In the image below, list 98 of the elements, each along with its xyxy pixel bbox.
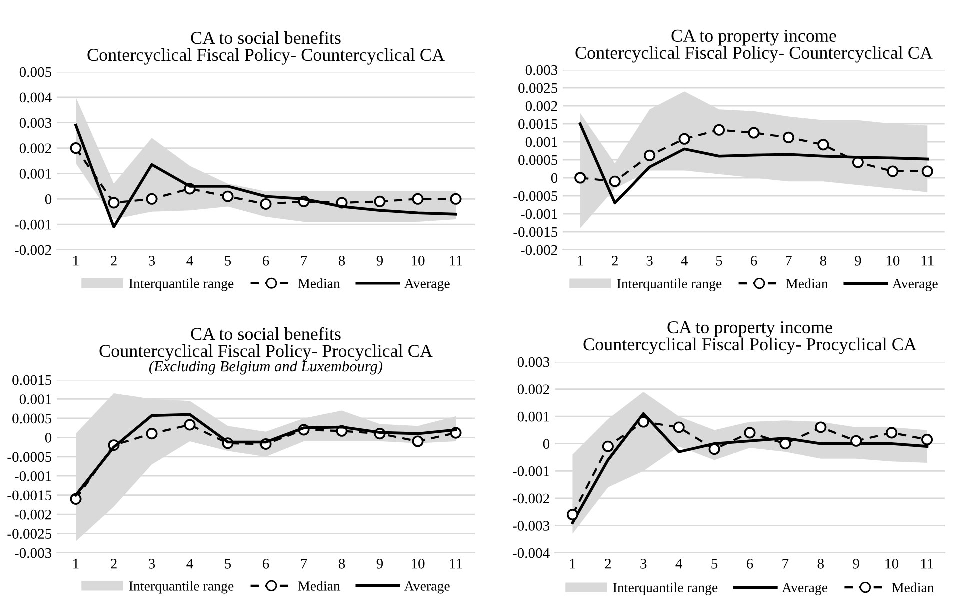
x-tick-label: 4: [676, 559, 683, 569]
y-tick-label: 0.003: [526, 65, 558, 76]
legend-label: Median: [892, 582, 934, 593]
x-tick-label: 1: [570, 559, 576, 569]
y-tick-label: -0.0025: [8, 529, 52, 540]
x-tick-label: 9: [855, 256, 862, 266]
x-tick-label: 2: [110, 559, 117, 569]
x-tick-label: 7: [782, 559, 789, 569]
legend-label: Average: [404, 582, 450, 594]
x-tick-label: 3: [149, 256, 156, 266]
legend-label: Average: [404, 279, 450, 292]
x-tick-label: 4: [186, 256, 194, 266]
legend-label: Average: [892, 279, 938, 292]
y-tick-label: -0.002: [521, 245, 558, 256]
x-tick-label: 9: [853, 559, 860, 569]
y-tick-label: -0.0015: [8, 490, 52, 501]
x-tick-label: 5: [225, 256, 232, 266]
y-tick-label: -0.001: [513, 466, 550, 476]
y-tick-label: 0.0015: [12, 375, 52, 386]
y-tick-label: -0.0005: [514, 191, 558, 202]
x-tick-label: 9: [376, 256, 384, 266]
x-tick-label: 11: [450, 256, 462, 266]
x-tick-label: 10: [412, 558, 425, 569]
legend-label: Interquantile range: [617, 278, 722, 292]
x-tick-label: 8: [338, 256, 346, 266]
y-tick-label: -0.003: [15, 548, 52, 558]
x-tick-label: 7: [786, 256, 792, 266]
x-tick-label: 6: [746, 559, 754, 569]
x-tick-label: 3: [646, 256, 653, 266]
x-tick-label: 6: [750, 256, 758, 266]
y-tick-label: -0.001: [521, 209, 558, 220]
legend-label: Interquantile range: [613, 582, 718, 596]
x-tick-label: 4: [186, 559, 194, 569]
x-tick-label: 8: [820, 256, 827, 266]
x-tick-label: 11: [922, 256, 934, 266]
chart-subtitle: (Excluding Belgium and Luxembourg): [150, 360, 383, 375]
y-tick-label: 0.0005: [518, 155, 558, 166]
y-tick-label: 0.002: [526, 101, 558, 112]
y-tick-label: -0.004: [513, 548, 550, 558]
y-tick-label: 0.001: [20, 394, 52, 404]
x-tick-label: 4: [681, 256, 688, 266]
chart-title: CA to social benefits Countercyclical Fiscal Policy- Procyclical CA: [100, 327, 433, 361]
x-tick-label: 8: [818, 558, 824, 569]
legend-label: Median: [298, 278, 340, 288]
x-tick-label: 10: [886, 256, 900, 266]
y-tick-label: 0.001: [518, 412, 550, 422]
chart-title: CA to property income Contercyclical Fiscal Policy- Countercyclical CA: [576, 30, 933, 63]
x-tick-label: 10: [886, 558, 899, 569]
x-tick-label: 2: [605, 559, 612, 569]
legend-label: Median: [298, 581, 340, 591]
y-tick-label: 0.003: [20, 118, 52, 128]
y-tick-label: 0.005: [20, 67, 52, 78]
x-tick-label: 6: [262, 559, 270, 569]
y-tick-label: -0.0015: [514, 227, 558, 238]
y-tick-label: -0.002: [15, 510, 52, 520]
x-tick-label: 3: [149, 559, 156, 569]
y-tick-label: 0.004: [20, 92, 52, 103]
x-tick-label: 5: [716, 256, 722, 266]
y-tick-label: -0.003: [513, 521, 550, 531]
legend-label: Interquantile range: [129, 581, 234, 594]
y-tick-label: 0: [45, 433, 52, 443]
x-tick-label: 5: [225, 559, 232, 569]
y-tick-label: -0.001: [15, 220, 52, 230]
legend-label: Interquantile range: [129, 278, 234, 292]
x-tick-label: 1: [578, 256, 584, 266]
x-tick-label: 9: [376, 559, 384, 569]
y-tick-label: 0.001: [20, 169, 52, 179]
legend-label: Median: [786, 278, 828, 289]
y-tick-label: -0.002: [15, 245, 52, 256]
y-tick-label: 0.002: [20, 144, 52, 154]
y-tick-label: 0.0015: [518, 119, 558, 130]
x-tick-label: 3: [640, 559, 647, 569]
x-tick-label: 2: [612, 256, 618, 266]
y-tick-label: 0.002: [518, 384, 550, 395]
y-tick-label: -0.0005: [8, 452, 52, 462]
x-tick-label: 7: [301, 256, 308, 266]
x-tick-label: 1: [74, 256, 79, 266]
x-tick-label: 5: [712, 559, 718, 569]
y-tick-label: 0: [543, 439, 550, 450]
chart-title: CA to social benefits Contercyclical Fiscal Policy- Countercyclical CA: [88, 31, 445, 65]
x-tick-label: 11: [450, 559, 462, 569]
x-tick-label: 6: [262, 256, 270, 266]
x-tick-label: 2: [110, 256, 117, 266]
y-tick-label: -0.002: [513, 494, 550, 504]
x-tick-label: 1: [74, 559, 79, 569]
x-tick-label: 11: [922, 559, 934, 569]
y-tick-label: 0.0025: [518, 83, 558, 94]
y-tick-label: 0.0005: [12, 414, 52, 424]
y-tick-label: 0.003: [518, 357, 550, 368]
y-tick-label: 0: [45, 194, 52, 204]
x-tick-label: 8: [338, 558, 346, 569]
y-tick-label: -0.001: [15, 471, 52, 482]
chart-title: CA to property income Countercyclical Fiscal Policy- Procyclical CA: [584, 321, 917, 354]
y-tick-label: 0.001: [526, 137, 558, 148]
y-tick-label: 0: [551, 173, 558, 184]
legend-label: Average: [782, 583, 828, 596]
x-tick-label: 7: [301, 559, 308, 569]
x-tick-label: 10: [412, 256, 425, 266]
